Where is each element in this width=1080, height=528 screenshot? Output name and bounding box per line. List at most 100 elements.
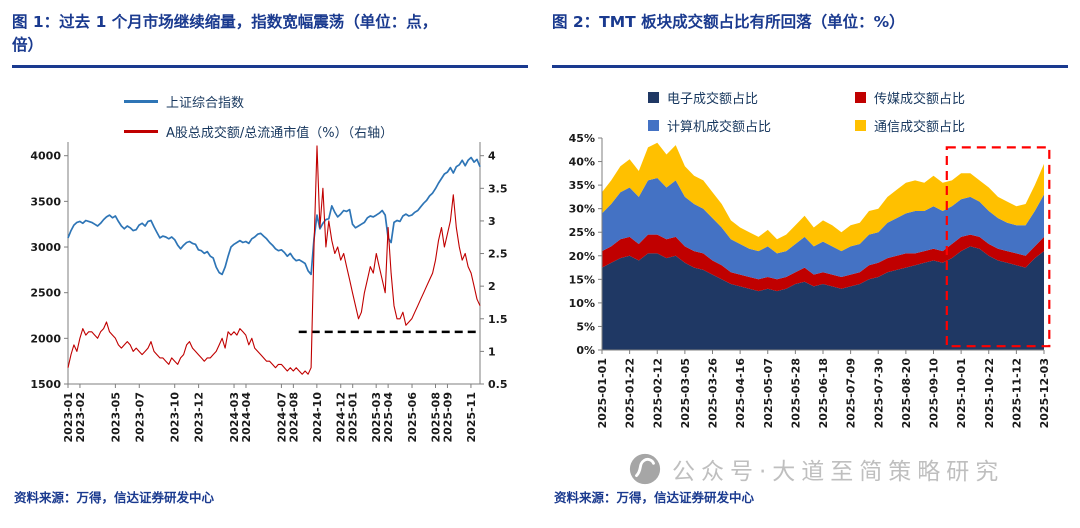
svg-text:1.5: 1.5 [488,313,508,326]
figure1-chart: 1500 2000 2500 3000 3500 4000 0.5 1 1.5 2 2.5 3 3.5 4… [30,142,508,443]
svg-text:2023-12: 2023-12 [193,392,206,443]
figure2-source: 资料来源：万得，信达证券研发中心 [554,490,755,505]
svg-text:2024-07: 2024-07 [275,392,288,443]
svg-text:2025-12-03: 2025-12-03 [1038,358,1051,428]
svg-text:2025-10-01: 2025-10-01 [955,358,968,428]
svg-text:2025-11: 2025-11 [465,392,478,443]
svg-text:2025-05-07: 2025-05-07 [762,358,775,428]
svg-text:2024-08: 2024-08 [287,392,300,443]
figure2-title: 图 2：TMT 板块成交额占比有所回落（单位：%） [552,13,905,31]
svg-text:2023-10: 2023-10 [169,392,182,443]
svg-text:4000: 4000 [30,150,61,163]
svg-text:3000: 3000 [30,241,61,254]
highlight-period-box [945,146,1051,348]
svg-text:2025-05-28: 2025-05-28 [789,358,802,428]
svg-text:2025-02-12: 2025-02-12 [651,358,664,428]
svg-text:2025-08-20: 2025-08-20 [900,358,913,429]
svg-text:2025-09: 2025-09 [441,392,454,443]
svg-text:2025-03-05: 2025-03-05 [679,358,692,428]
figure1-axes: 1500 2000 2500 3000 3500 4000 0.5 1 1.5 2 2.5 3 3.5 4… [30,142,508,443]
media-legend-label: 传媒成交额占比 [874,92,966,107]
turnover-ratio-legend-label: A股总成交额/总流通市值（%）（右轴） [166,126,394,141]
legend-item-telecom: 通信成交额占比 [855,116,965,135]
legend-item-media: 传媒成交额占比 [855,88,965,107]
figure2-panel: 图 2：TMT 板块成交额占比有所回落（单位：%） 电子成交额占比 传媒成交额占… [552,8,1068,520]
svg-text:2023-05: 2023-05 [109,392,122,443]
svg-text:40%: 40% [569,156,595,169]
telecom-swatch [855,120,866,131]
stacked-area-series-0 [602,246,1044,350]
figure1-source: 资料来源：万得，信达证券研发中心 [14,490,215,505]
svg-text:2025-04: 2025-04 [382,392,395,443]
stacked-area-series-2 [602,178,1044,280]
figure1-legend: 上证综合指数 A股总成交额/总流通市值（%）（右轴） [124,92,393,141]
telecom-legend-label: 通信成交额占比 [874,120,966,135]
svg-text:2024-12: 2024-12 [335,392,348,443]
svg-text:35%: 35% [569,179,595,192]
svg-text:2025-03: 2025-03 [370,392,383,443]
legend-item-electronics: 电子成交额占比 [648,88,855,107]
figure2-chart: 0% 5% 10% 15% 20% 25% 30% 35% 40% 45% 2025-01-01 20… [569,132,1051,428]
electronics-legend-label: 电子成交额占比 [667,92,759,107]
computer-swatch [648,120,659,131]
svg-text:0.5: 0.5 [488,378,508,391]
turnover-ratio-line-series [67,145,481,375]
svg-text:3500: 3500 [30,195,61,208]
figure1-panel: 图 1：过去 1 个月市场继续缩量，指数宽幅震荡（单位：点，倍） 上证综合指数 … [12,8,528,520]
svg-text:2: 2 [488,280,496,293]
svg-text:2024-03: 2024-03 [228,392,241,443]
svg-text:0%: 0% [576,344,595,357]
svg-text:3.5: 3.5 [488,182,508,195]
shanghai-index-line-series [67,156,481,276]
svg-text:2500: 2500 [30,287,61,300]
svg-text:2025-01-22: 2025-01-22 [624,358,637,428]
svg-text:2024-10: 2024-10 [311,392,324,443]
svg-text:5%: 5% [576,320,595,333]
svg-text:20%: 20% [569,250,595,263]
svg-text:3: 3 [488,215,496,228]
computer-legend-label: 计算机成交额占比 [667,120,772,135]
svg-text:2025-01: 2025-01 [347,392,360,443]
stacked-area-series-3 [602,142,1044,254]
svg-text:2025-04-16: 2025-04-16 [734,358,747,429]
figure2-title-block: 图 2：TMT 板块成交额占比有所回落（单位：%） [552,8,1068,68]
svg-text:2025-07-30: 2025-07-30 [872,358,885,429]
watermark-logo-icon [629,453,661,485]
svg-text:10%: 10% [569,297,595,310]
svg-text:2023-02: 2023-02 [74,392,87,443]
svg-text:2025-01-01: 2025-01-01 [596,358,609,428]
legend-item-shanghai-index: 上证综合指数 [124,92,393,111]
watermark-text: 公众号·大道至简策略研究 [672,459,1005,485]
electronics-swatch [648,92,659,103]
svg-text:2023-07: 2023-07 [133,392,146,443]
svg-text:2025-06-18: 2025-06-18 [817,358,830,428]
svg-text:2025-07-09: 2025-07-09 [845,358,858,428]
shanghai-index-line-swatch [124,100,158,103]
svg-text:2025-06: 2025-06 [406,392,419,443]
svg-text:2000: 2000 [30,332,61,345]
figure1-title-block: 图 1：过去 1 个月市场继续缩量，指数宽幅震荡（单位：点，倍） [12,8,528,68]
legend-item-computer: 计算机成交额占比 [648,116,855,135]
svg-text:1: 1 [488,345,496,358]
svg-text:15%: 15% [569,273,595,286]
shanghai-index-legend-label: 上证综合指数 [166,96,245,111]
turnover-ratio-line-swatch [124,130,158,133]
svg-text:2024-04: 2024-04 [240,392,253,443]
svg-text:2025-08: 2025-08 [430,392,443,443]
svg-text:25%: 25% [569,226,595,239]
svg-text:4: 4 [488,150,496,163]
svg-text:30%: 30% [569,203,595,216]
svg-text:2025-09-10: 2025-09-10 [928,358,941,429]
figure1-title: 图 1：过去 1 个月市场继续缩量，指数宽幅震荡（单位：点，倍） [12,13,438,55]
media-swatch [855,92,866,103]
figure2-axes: 0% 5% 10% 15% 20% 25% 30% 35% 40% 45% 2025-01-01 20… [569,132,1051,428]
svg-text:1500: 1500 [30,378,61,391]
figure2-legend: 电子成交额占比 传媒成交额占比 计算机成交额占比 通信成交额占比 [648,88,965,135]
watermark: 公众号·大道至简策略研究 [628,452,1004,486]
stacked-area-series-1 [602,234,1044,292]
svg-text:2023-01: 2023-01 [62,392,75,443]
svg-text:45%: 45% [569,132,595,145]
svg-text:2025-03-26: 2025-03-26 [707,358,720,429]
svg-text:2025-10-22: 2025-10-22 [983,358,996,428]
